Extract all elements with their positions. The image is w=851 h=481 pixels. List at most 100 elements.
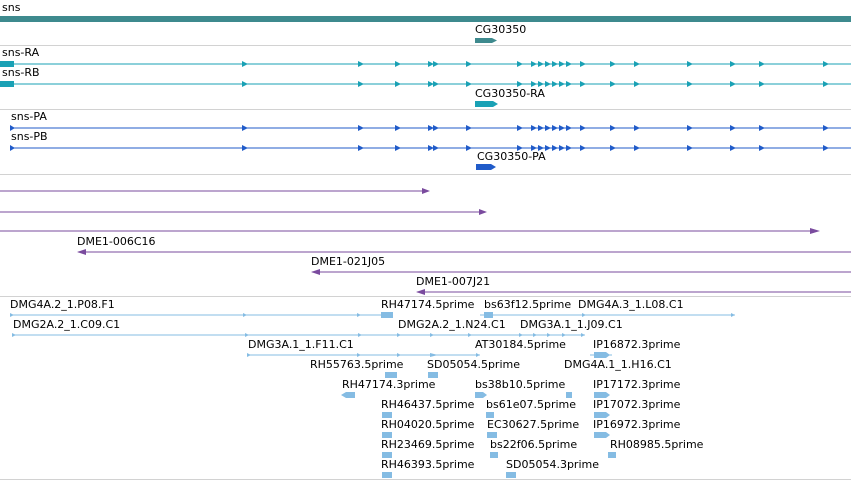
- est-label[interactable]: IP17172.3prime: [593, 378, 681, 391]
- exon-arrow: [730, 125, 736, 131]
- est-glyph-rh23469[interactable]: [382, 452, 392, 458]
- exon-arrow: [242, 61, 248, 67]
- est-glyph-bs61e07[interactable]: [486, 412, 494, 418]
- transcript-sns-rb[interactable]: [0, 81, 851, 87]
- transcript-label-cg30350-ra[interactable]: CG30350-RA: [475, 87, 545, 100]
- est-glyph-ip17072[interactable]: [594, 412, 610, 418]
- exon-arrow: [552, 145, 558, 151]
- est-glyph-bs22f06[interactable]: [490, 452, 498, 458]
- est-dmg4a3-1-l08-c1[interactable]: [480, 312, 735, 318]
- est-glyph-rh46437[interactable]: [382, 412, 392, 418]
- exon-arrow: [466, 125, 472, 131]
- exon-arrow: [517, 61, 523, 67]
- exon-arrow: [466, 81, 472, 87]
- est-label[interactable]: DMG3A.1_1.F11.C1: [248, 338, 354, 351]
- track-separator-transcripts: [0, 109, 851, 110]
- clone-label-dme1-006c16[interactable]: DME1-006C16: [77, 235, 156, 248]
- exon-arrow: [242, 81, 248, 87]
- gene-label-cg30350[interactable]: CG30350: [475, 23, 527, 36]
- exon-arrow: [730, 81, 736, 87]
- clone-dme1-006c16[interactable]: [77, 249, 851, 255]
- est-glyph-rh46393[interactable]: [382, 472, 392, 478]
- track-separator-gene: [0, 45, 851, 46]
- clone-line-2[interactable]: [0, 209, 487, 215]
- transcript-glyph-cg30350-ra[interactable]: [475, 101, 498, 107]
- protein-label-sns-pa[interactable]: sns-PA: [11, 110, 47, 123]
- est-label[interactable]: DMG3A.1_1.J09.C1: [520, 318, 623, 331]
- est-ip16872-3prime[interactable]: [590, 352, 612, 358]
- est-label[interactable]: DMG4A.1_1.H16.C1: [564, 358, 672, 371]
- est-label[interactable]: DMG4A.2_1.P08.F1: [10, 298, 115, 311]
- est-label[interactable]: DMG2A.2_1.N24.C1: [398, 318, 506, 331]
- est-label[interactable]: bs22f06.5prime: [490, 438, 578, 451]
- transcript-label-sns-rb[interactable]: sns-RB: [2, 66, 40, 79]
- est-glyph-ec30627[interactable]: [487, 432, 497, 438]
- est-label[interactable]: RH47174.3prime: [342, 378, 436, 391]
- exon-arrow: [634, 61, 640, 67]
- exon-arrow: [395, 145, 401, 151]
- est-label[interactable]: bs38b10.5prime: [475, 378, 566, 391]
- est-label[interactable]: RH08985.5prime: [610, 438, 704, 451]
- clone-dme1-007j21[interactable]: [416, 289, 851, 295]
- clone-label-dme1-007j21[interactable]: DME1-007J21: [416, 275, 491, 288]
- est-label[interactable]: RH46393.5prime: [381, 458, 475, 471]
- est-dmg2a2-1-c09-c1[interactable]: [12, 333, 585, 337]
- est-glyph-dmg4a1-h16[interactable]: [566, 392, 572, 398]
- protein-label-cg30350-pa[interactable]: CG30350-PA: [477, 150, 546, 163]
- est-glyph-rh04020[interactable]: [382, 432, 392, 438]
- protein-sns-pa-exons: [242, 125, 829, 131]
- protein-label-sns-pb[interactable]: sns-PB: [11, 130, 48, 143]
- est-label[interactable]: IP16872.3prime: [593, 338, 681, 351]
- exon-arrow: [395, 125, 401, 131]
- est-glyph-sd05054-3[interactable]: [506, 472, 516, 478]
- transcript-sns-ra[interactable]: [0, 61, 851, 67]
- exon-arrow: [687, 145, 693, 151]
- exon-arrow: [759, 145, 765, 151]
- est-label[interactable]: RH55763.5prime: [310, 358, 404, 371]
- exon-arrow: [566, 145, 572, 151]
- est-glyph-sd05054-5[interactable]: [428, 372, 438, 378]
- est-glyph-rh47174-3[interactable]: [341, 392, 355, 398]
- est-glyph-ip16972[interactable]: [594, 432, 610, 438]
- est-label[interactable]: RH47174.5prime: [381, 298, 475, 311]
- est-dmg4a2-1-p08-f1[interactable]: [10, 312, 393, 318]
- gene-bar-sns[interactable]: [0, 16, 851, 22]
- track-separator-proteins: [0, 174, 851, 175]
- est-glyph-bs38b10[interactable]: [475, 392, 487, 398]
- exon-arrow: [759, 125, 765, 131]
- est-label[interactable]: IP16972.3prime: [593, 418, 681, 431]
- est-label[interactable]: AT30184.5prime: [475, 338, 566, 351]
- exon-arrow: [433, 61, 439, 67]
- est-label[interactable]: RH23469.5prime: [381, 438, 475, 451]
- est-label[interactable]: SD05054.3prime: [506, 458, 599, 471]
- est-label[interactable]: bs63f12.5prime: [484, 298, 572, 311]
- est-label[interactable]: EC30627.5prime: [487, 418, 580, 431]
- protein-glyph-cg30350-pa[interactable]: [476, 164, 496, 170]
- est-label[interactable]: IP17072.3prime: [593, 398, 681, 411]
- est-label[interactable]: RH04020.5prime: [381, 418, 475, 431]
- exon-arrow: [552, 81, 558, 87]
- exon-arrow: [687, 125, 693, 131]
- clone-label-dme1-021j05[interactable]: DME1-021J05: [311, 255, 386, 268]
- est-glyph-rh55763[interactable]: [385, 372, 397, 378]
- est-glyph-ip17172[interactable]: [594, 392, 610, 398]
- gene-glyph-cg30350[interactable]: [475, 38, 497, 43]
- est-label[interactable]: DMG4A.3_1.L08.C1: [578, 298, 684, 311]
- gene-label-sns[interactable]: sns: [2, 1, 21, 14]
- clone-dme1-021j05[interactable]: [311, 269, 851, 275]
- clone-line-1[interactable]: [0, 188, 430, 194]
- exon-arrow: [358, 61, 364, 67]
- est-label[interactable]: SD05054.5prime: [427, 358, 520, 371]
- est-glyph-rh08985[interactable]: [608, 452, 616, 458]
- exon-arrow: [580, 81, 586, 87]
- exon-arrow: [610, 81, 616, 87]
- clone-line-3[interactable]: [0, 228, 820, 234]
- est-label[interactable]: RH46437.5prime: [381, 398, 475, 411]
- est-label[interactable]: bs61e07.5prime: [486, 398, 577, 411]
- transcript-label-sns-ra[interactable]: sns-RA: [2, 46, 40, 59]
- exon-arrow: [634, 145, 640, 151]
- est-label[interactable]: DMG2A.2_1.C09.C1: [13, 318, 121, 331]
- exon-arrow: [395, 81, 401, 87]
- est-dmg3a1-1-f11-c1[interactable]: [247, 353, 480, 357]
- exon-arrow: [559, 125, 565, 131]
